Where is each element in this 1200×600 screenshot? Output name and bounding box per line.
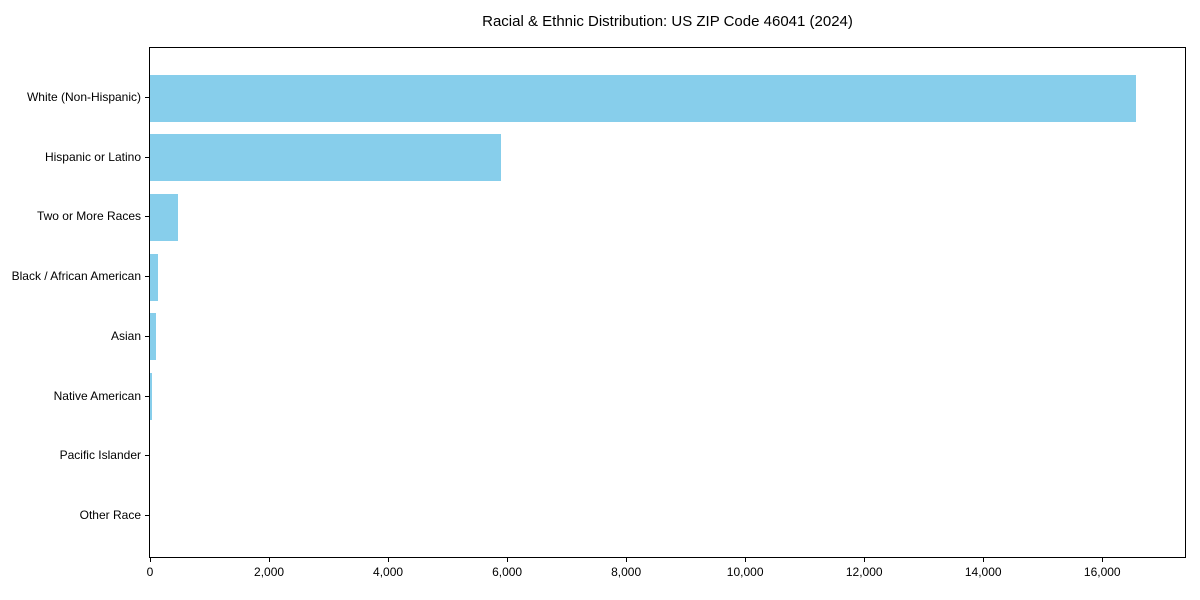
chart-title: Racial & Ethnic Distribution: US ZIP Cod…	[482, 13, 853, 30]
y-tick-mark	[145, 514, 149, 516]
y-tick-mark	[145, 335, 149, 337]
x-tick-label-8000: 8,000	[611, 565, 642, 579]
bar-white-non-hispanic	[150, 74, 1136, 122]
bar-asian	[150, 313, 156, 361]
x-tick-label-14000: 14,000	[964, 565, 1002, 579]
x-tick-label-4000: 4,000	[373, 565, 404, 579]
x-tick-label-16000: 16,000	[1083, 565, 1121, 579]
y-label-white-non-hispanic: White (Non-Hispanic)	[26, 90, 141, 104]
bar-black-african-american	[150, 253, 159, 301]
x-tick-label-10000: 10,000	[726, 565, 764, 579]
x-tick-mark	[388, 558, 390, 562]
y-label-black-african-american: Black / African American	[11, 269, 141, 284]
x-tick-label-0: 0	[146, 565, 154, 579]
y-label-pacific-islander: Pacific Islander	[59, 448, 141, 463]
x-tick-mark	[864, 558, 866, 562]
y-tick-mark	[145, 276, 149, 278]
x-tick-mark	[745, 558, 747, 562]
x-tick-label-6000: 6,000	[492, 565, 523, 579]
y-label-hispanic-or-latino: Hispanic or Latino	[44, 149, 141, 164]
y-label-other-race: Other Race	[79, 507, 141, 522]
y-label-native-american: Native American	[53, 388, 141, 403]
x-tick-mark	[269, 558, 271, 562]
x-tick-mark	[507, 558, 509, 562]
y-label-two-or-more-races: Two or More Races	[36, 209, 141, 224]
y-tick-mark	[145, 395, 149, 397]
x-tick-mark	[150, 558, 151, 562]
y-tick-mark	[145, 97, 149, 98]
bar-native-american	[150, 373, 152, 421]
y-tick-mark	[145, 216, 149, 218]
x-tick-label-2000: 2,000	[254, 565, 285, 579]
y-label-asian: Asian	[110, 328, 141, 343]
x-tick-mark	[626, 558, 628, 562]
x-tick-mark	[983, 558, 985, 562]
x-tick-mark	[1102, 558, 1104, 562]
y-tick-mark	[145, 156, 149, 158]
y-tick-mark	[145, 455, 149, 457]
bar-two-or-more-races	[150, 193, 178, 241]
bar-hispanic-or-latino	[150, 134, 502, 182]
plot-area	[149, 47, 1186, 558]
x-tick-label-12000: 12,000	[845, 565, 883, 579]
